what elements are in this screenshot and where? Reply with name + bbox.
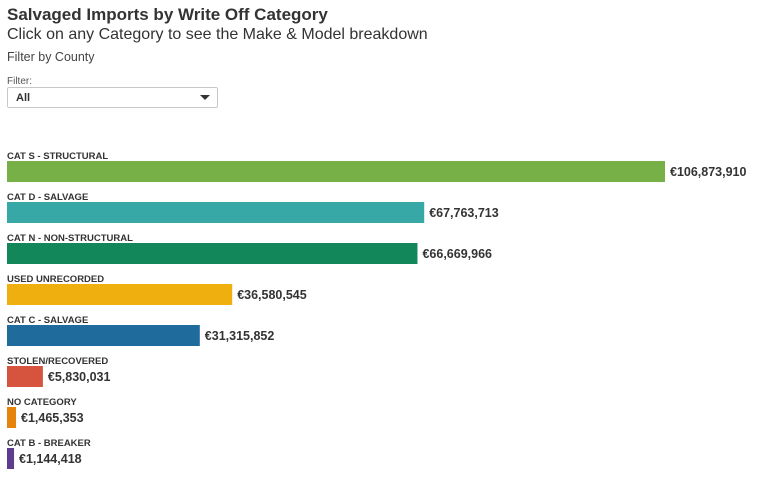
bar[interactable] [7,366,43,387]
category-label: CAT C - SALVAGE [7,315,88,326]
chevron-down-icon[interactable] [200,95,210,100]
bar[interactable] [7,448,15,469]
value-label: €5,830,031 [48,370,111,384]
bar[interactable] [7,202,425,223]
bar[interactable] [7,161,665,182]
bar[interactable] [7,284,233,305]
chart-title: Salvaged Imports by Write Off Category [7,5,328,24]
category-label: CAT B - BREAKER [7,438,91,449]
bar[interactable] [7,325,200,346]
county-filter-dropdown[interactable]: All [7,87,218,108]
value-label: €66,669,966 [422,247,492,261]
filter-heading: Filter by County [7,50,95,64]
category-label: CAT D - SALVAGE [7,192,88,203]
filter-label: Filter: [7,76,32,87]
county-filter-value: All [16,92,31,104]
value-label: €36,580,545 [237,288,307,302]
category-label: USED UNRECORDED [7,274,104,285]
value-label: €31,315,852 [205,329,275,343]
category-label: STOLEN/RECOVERED [7,356,108,367]
value-label: €106,873,910 [670,165,747,179]
category-label: CAT N - NON-STRUCTURAL [7,233,133,244]
bar[interactable] [7,243,418,264]
value-label: €67,763,713 [429,206,499,220]
category-label: NO CATEGORY [7,397,77,408]
chart-subtitle: Click on any Category to see the Make & … [7,26,428,43]
value-label: €1,465,353 [21,411,84,425]
bar[interactable] [7,407,17,428]
category-label: CAT S - STRUCTURAL [7,151,108,162]
value-label: €1,144,418 [19,452,82,466]
